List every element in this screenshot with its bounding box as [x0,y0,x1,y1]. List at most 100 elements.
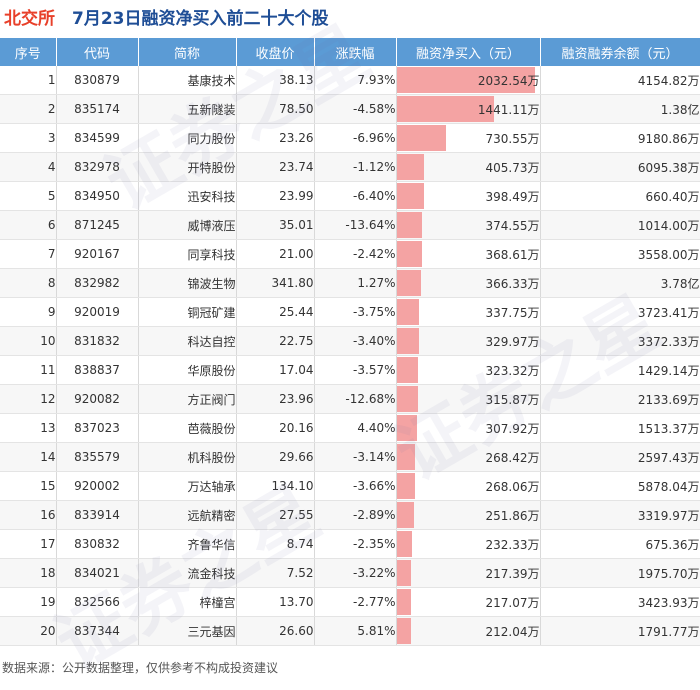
change-percent: -3.40% [314,326,397,356]
margin-balance: 675.36万 [540,529,700,559]
stock-name: 机科股份 [138,442,237,472]
change-percent: -12.68% [314,384,397,414]
change-percent: -3.66% [314,471,397,501]
table-row: 15 920002 万达轴承 134.10 -3.66% 268.06万 5878.04万 [0,471,700,501]
net-buy-bar [396,183,424,209]
net-buy-bar [396,444,415,470]
close-price: 341.80 [236,268,315,298]
close-price: 22.75 [236,326,315,356]
margin-balance: 1513.37万 [540,413,700,443]
net-buy-bar [396,67,535,93]
col-header-price: 收盘价 [236,38,315,66]
stock-code: 920167 [56,239,139,269]
close-price: 35.01 [236,210,315,240]
net-buy-cell: 730.55万 [396,123,541,153]
row-index: 13 [0,413,57,443]
row-index: 9 [0,297,57,327]
change-percent: -1.12% [314,152,397,182]
stock-code: 834021 [56,558,139,588]
change-percent: -6.40% [314,181,397,211]
margin-balance: 3.78亿 [540,268,700,298]
margin-balance: 3372.33万 [540,326,700,356]
table-row: 18 834021 流金科技 7.52 -3.22% 217.39万 1975.70万 [0,558,700,588]
net-buy-bar [396,96,495,122]
table-row: 11 838837 华原股份 17.04 -3.57% 323.32万 1429.14万 [0,355,700,385]
change-percent: -2.35% [314,529,397,559]
change-percent: 1.27% [314,268,397,298]
change-percent: -2.89% [314,500,397,530]
stock-code: 871245 [56,210,139,240]
close-price: 7.52 [236,558,315,588]
stock-name: 华原股份 [138,355,237,385]
margin-balance: 6095.38万 [540,152,700,182]
net-buy-bar [396,241,422,267]
net-buy-value: 268.42万 [485,450,540,465]
stock-code: 837023 [56,413,139,443]
net-buy-value: 405.73万 [485,160,540,175]
row-index: 7 [0,239,57,269]
net-buy-bar [396,618,411,644]
data-source-note: 数据来源：公开数据整理，仅供参考不构成投资建议 [2,661,279,675]
net-buy-cell: 366.33万 [396,268,541,298]
row-index: 15 [0,471,57,501]
net-buy-cell: 217.39万 [396,558,541,588]
net-buy-cell: 368.61万 [396,239,541,269]
stock-code: 831832 [56,326,139,356]
stock-name: 开特股份 [138,152,237,182]
close-price: 29.66 [236,442,315,472]
net-buy-value: 366.33万 [485,276,540,291]
table-row: 17 830832 齐鲁华信 8.74 -2.35% 232.33万 675.36万 [0,529,700,559]
net-buy-value: 368.61万 [485,247,540,262]
net-buy-bar [396,154,425,180]
margin-balance: 660.40万 [540,181,700,211]
col-header-net-buy: 融资净买入（元） [396,38,541,66]
close-price: 23.96 [236,384,315,414]
col-header-name: 简称 [138,38,237,66]
net-buy-cell: 329.97万 [396,326,541,356]
net-buy-value: 232.33万 [485,537,540,552]
change-percent: -6.96% [314,123,397,153]
margin-balance: 1975.70万 [540,558,700,588]
change-percent: -3.14% [314,442,397,472]
close-price: 134.10 [236,471,315,501]
stock-name: 三元基因 [138,616,237,646]
close-price: 23.99 [236,181,315,211]
change-percent: -3.22% [314,558,397,588]
exchange-label: 北交所 [4,9,55,29]
row-index: 12 [0,384,57,414]
net-buy-cell: 1441.11万 [396,94,541,124]
net-buy-cell: 315.87万 [396,384,541,414]
stock-name: 方正阀门 [138,384,237,414]
net-buy-cell: 398.49万 [396,181,541,211]
stock-name: 流金科技 [138,558,237,588]
row-index: 20 [0,616,57,646]
close-price: 23.26 [236,123,315,153]
net-buy-cell: 232.33万 [396,529,541,559]
net-buy-bar [396,270,422,296]
table-row: 6 871245 威博液压 35.01 -13.64% 374.55万 1014.00万 [0,210,700,240]
net-buy-cell: 217.07万 [396,587,541,617]
row-index: 17 [0,529,57,559]
stock-code: 834599 [56,123,139,153]
close-price: 20.16 [236,413,315,443]
table-row: 7 920167 同享科技 21.00 -2.42% 368.61万 3558.00万 [0,239,700,269]
net-buy-value: 217.39万 [485,566,540,581]
row-index: 18 [0,558,57,588]
change-percent: -3.75% [314,297,397,327]
net-buy-cell: 337.75万 [396,297,541,327]
net-buy-bar [396,589,412,615]
close-price: 8.74 [236,529,315,559]
net-buy-bar [396,212,422,238]
table-row: 14 835579 机科股份 29.66 -3.14% 268.42万 2597.43万 [0,442,700,472]
margin-balance: 3423.93万 [540,587,700,617]
net-buy-cell: 268.42万 [396,442,541,472]
table-row: 12 920082 方正阀门 23.96 -12.68% 315.87万 2133.69万 [0,384,700,414]
net-buy-bar [396,299,420,325]
net-buy-value: 337.75万 [485,305,540,320]
table-row: 19 832566 梓橦宫 13.70 -2.77% 217.07万 3423.93万 [0,587,700,617]
margin-balance: 1429.14万 [540,355,700,385]
table-row: 13 837023 芭薇股份 20.16 4.40% 307.92万 1513.37万 [0,413,700,443]
stock-code: 830879 [56,66,139,95]
net-buy-value: 1441.11万 [477,102,540,117]
stock-name: 同享科技 [138,239,237,269]
